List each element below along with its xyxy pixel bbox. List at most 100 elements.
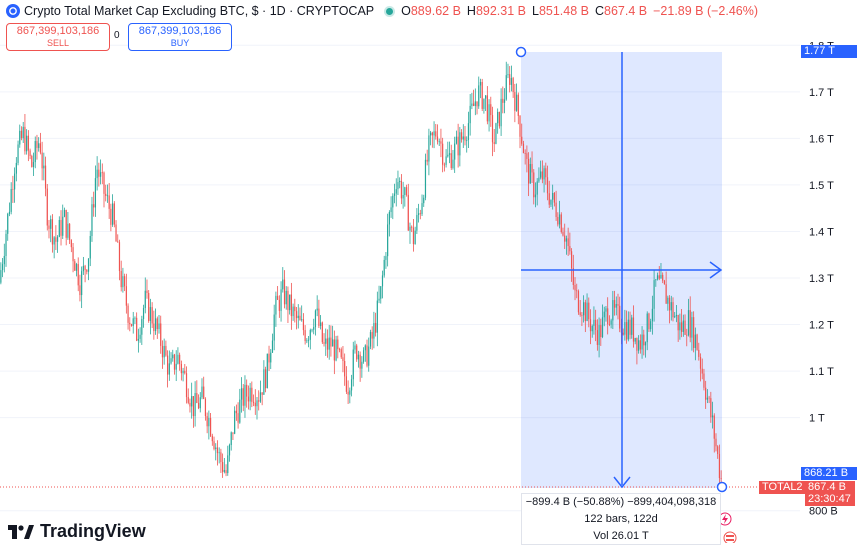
candle-body [75, 264, 78, 271]
candle-body [393, 193, 396, 196]
candle-body [228, 445, 231, 456]
candle-body [686, 334, 688, 336]
candle-body [684, 320, 686, 335]
candle-body [402, 195, 404, 199]
tradingview-logo[interactable]: TradingView [8, 521, 146, 542]
candle-body [460, 132, 463, 140]
candle-body [555, 202, 557, 217]
candle-body [440, 141, 442, 144]
candle-body [466, 139, 468, 141]
candle-body [586, 302, 588, 322]
candle-body [93, 204, 95, 208]
symbol-title[interactable]: Crypto Total Market Cap Excluding BTC, $… [24, 4, 375, 18]
candle-body [285, 290, 287, 305]
candle-body [20, 130, 23, 139]
candle-body [412, 227, 415, 245]
candle-body [26, 135, 28, 152]
candle-body [615, 304, 617, 308]
candle-body [189, 402, 191, 407]
candle-body [218, 452, 220, 454]
candle-body [142, 308, 145, 320]
candle-body [118, 242, 121, 272]
candle-body [15, 162, 17, 174]
candle-body [546, 177, 549, 194]
candle-body [417, 213, 420, 215]
candle-body [670, 302, 672, 311]
candle-body [294, 306, 296, 312]
candle-body [254, 402, 256, 407]
candle-body [397, 182, 399, 190]
candle-body [634, 337, 636, 342]
chart-header: Crypto Total Market Cap Excluding BTC, $… [0, 0, 860, 22]
candle-body [77, 264, 79, 286]
candle-body [448, 153, 451, 155]
candle-body [173, 354, 176, 370]
candle-body [624, 322, 626, 335]
buy-button[interactable]: 867,399,103,186 BUY [128, 23, 232, 51]
candle-body [216, 447, 219, 454]
candle-body [264, 369, 267, 389]
candle-body [19, 130, 21, 145]
candle-body [428, 135, 430, 162]
candle-body [24, 126, 26, 152]
candle-body [548, 193, 550, 205]
candle-body [99, 172, 102, 177]
candle-body [201, 386, 203, 398]
candle-body [302, 319, 305, 331]
candle-body [72, 247, 74, 262]
candle-body [14, 173, 16, 190]
candle-body [405, 187, 408, 195]
candle-body [674, 316, 676, 318]
candle-body [366, 345, 368, 366]
measure-change: −899.4 B (−50.88%) −899,404,098,318 [525, 496, 717, 508]
candle-body [58, 220, 60, 237]
candle-body [311, 329, 313, 331]
candle-body [665, 284, 667, 304]
candle-body [320, 322, 322, 326]
candle-body [161, 345, 164, 358]
candle-body [301, 319, 303, 321]
sell-button[interactable]: 867,399,103,186 SELL [6, 23, 110, 51]
candle-body [98, 169, 100, 177]
candle-body [230, 432, 232, 446]
candle-body [531, 164, 533, 173]
candle-body [179, 354, 181, 364]
measure-start-handle[interactable] [515, 46, 527, 58]
candle-body [356, 345, 358, 360]
candle-body [307, 339, 310, 341]
market-status-dot [386, 7, 394, 15]
candle-body [656, 275, 659, 280]
candle-body [471, 103, 473, 106]
candle-body [0, 270, 2, 283]
candle-body [29, 150, 31, 156]
measure-end-handle[interactable] [716, 481, 728, 493]
candle-body [536, 181, 538, 195]
high-value: 892.31 B [475, 4, 526, 18]
candle-body [65, 209, 67, 238]
candle-body [638, 340, 640, 351]
candle-body [60, 220, 62, 236]
candle-body [156, 318, 158, 330]
candle-body [648, 313, 650, 330]
candle-body [400, 180, 402, 199]
candle-body [27, 135, 29, 151]
candle-body [3, 255, 5, 265]
high-key: H [466, 4, 476, 18]
candle-body [380, 286, 382, 299]
candle-body [53, 237, 55, 245]
candle-body [519, 115, 521, 137]
candle-body [576, 290, 578, 292]
candle-body [438, 141, 440, 143]
price-axis-background[interactable] [800, 22, 860, 543]
candle-body [445, 156, 447, 165]
candle-body [687, 310, 690, 336]
candle-body [345, 376, 347, 392]
candle-body [612, 300, 614, 321]
candle-body [498, 111, 500, 127]
candle-body [79, 285, 81, 296]
candle-body [675, 315, 678, 317]
candle-body [357, 354, 360, 360]
candle-body [600, 325, 602, 338]
candle-body [524, 153, 526, 154]
